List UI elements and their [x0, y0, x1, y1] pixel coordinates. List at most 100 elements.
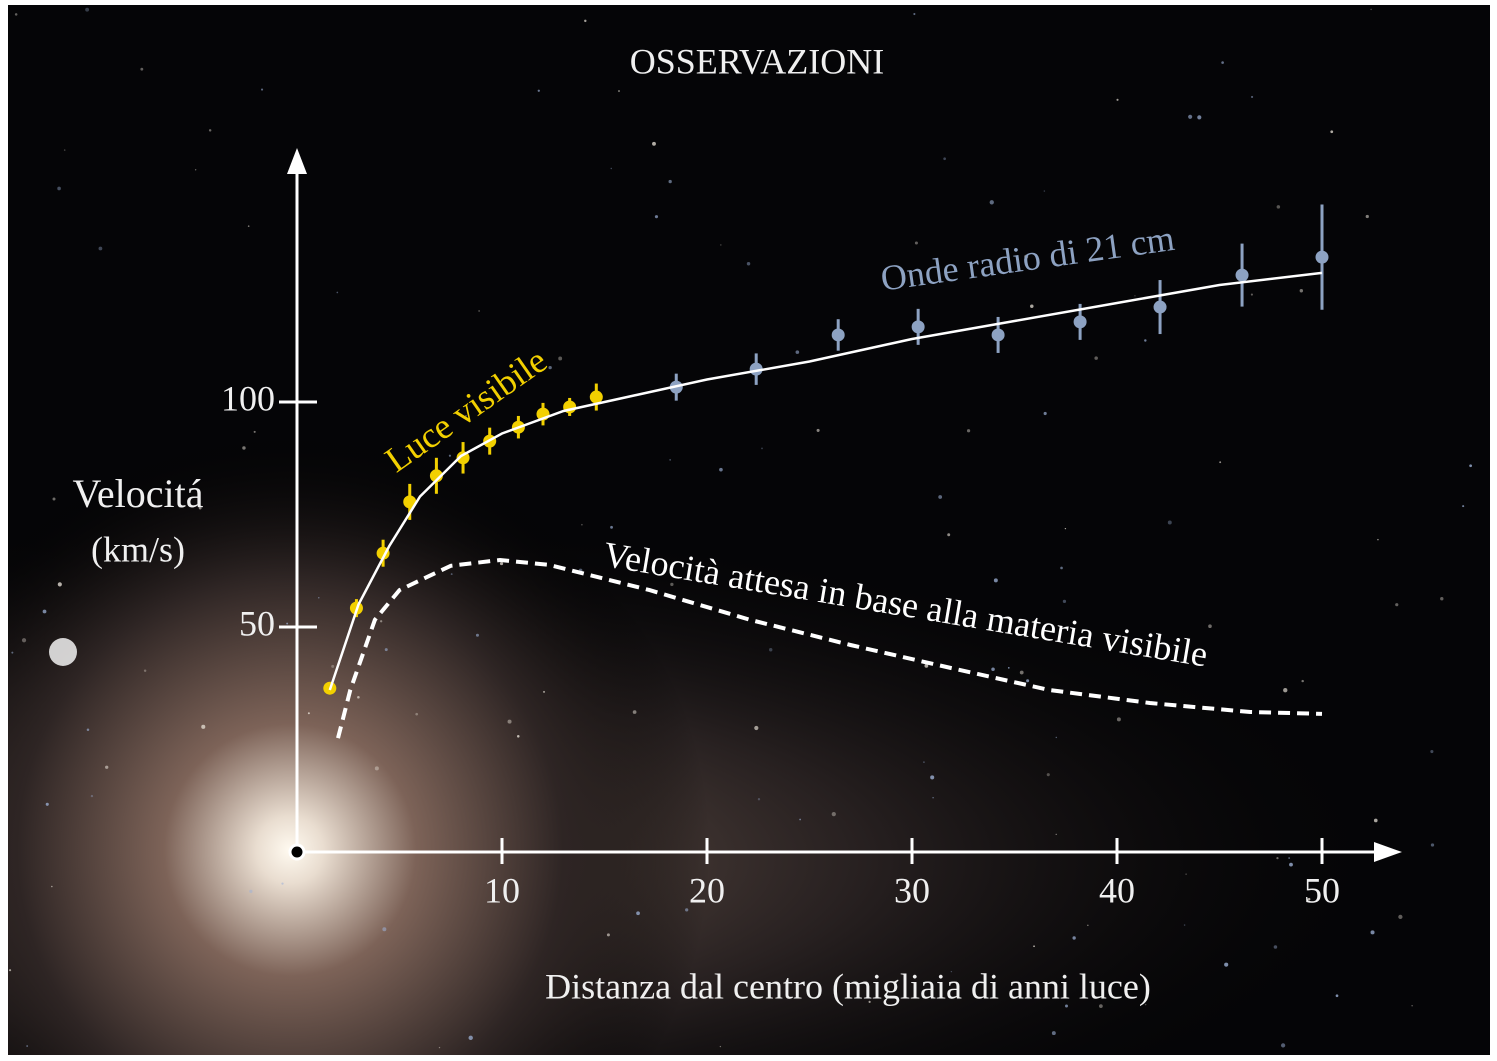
star — [817, 429, 820, 432]
star — [769, 648, 772, 651]
data-point — [912, 320, 925, 333]
star — [558, 357, 562, 361]
star — [581, 524, 583, 526]
star — [1033, 945, 1035, 947]
star — [261, 89, 263, 91]
star — [254, 431, 256, 433]
star — [1072, 936, 1075, 939]
star — [286, 623, 288, 625]
star — [655, 215, 658, 218]
star — [1063, 600, 1066, 603]
star — [1274, 945, 1278, 949]
star — [1044, 412, 1047, 415]
x-tick-label: 40 — [1099, 870, 1135, 910]
star — [201, 725, 205, 729]
star — [923, 761, 925, 763]
star — [720, 1046, 721, 1047]
star — [87, 729, 90, 732]
star — [1020, 671, 1024, 675]
star — [669, 180, 672, 183]
star — [469, 1036, 473, 1040]
y-axis-label: Velocitá — [72, 471, 203, 516]
star — [947, 533, 950, 536]
star — [720, 244, 721, 245]
star — [543, 691, 545, 693]
data-point — [992, 328, 1005, 341]
star — [517, 735, 520, 738]
star — [1374, 819, 1378, 823]
star — [607, 933, 610, 936]
star — [1288, 857, 1290, 859]
star — [1116, 99, 1118, 101]
star — [500, 562, 503, 565]
star — [46, 803, 49, 806]
star — [1300, 289, 1303, 292]
star — [633, 710, 637, 714]
star — [1370, 9, 1372, 11]
star — [449, 455, 451, 457]
star — [1134, 295, 1135, 296]
star — [1281, 1043, 1285, 1047]
star — [99, 247, 103, 251]
star — [796, 350, 800, 354]
star — [610, 526, 613, 529]
star — [943, 157, 946, 160]
star — [1224, 963, 1228, 967]
star — [15, 13, 18, 16]
star — [1251, 96, 1253, 98]
star — [1336, 994, 1339, 997]
star — [249, 890, 252, 893]
star — [758, 798, 760, 800]
star — [242, 446, 245, 449]
y-axis-unit: (km/s) — [91, 529, 185, 569]
star — [1094, 356, 1098, 360]
star — [380, 620, 382, 622]
star — [990, 200, 994, 204]
star — [209, 129, 211, 131]
star — [685, 908, 688, 911]
star — [1276, 857, 1278, 859]
star — [1184, 924, 1186, 926]
star — [913, 13, 915, 15]
data-point — [1316, 251, 1329, 264]
star — [1395, 603, 1398, 606]
star — [994, 578, 998, 582]
star — [1056, 834, 1057, 835]
star — [382, 927, 386, 931]
star — [1301, 680, 1303, 682]
star — [938, 495, 942, 499]
chart: OSSERVAZIONI Velocitá (km/s) Distanza da… — [0, 0, 1497, 1061]
y-tick-label: 100 — [221, 378, 275, 418]
star — [281, 882, 283, 884]
x-tick-label: 30 — [894, 870, 930, 910]
star — [636, 911, 640, 915]
star — [476, 634, 479, 637]
star — [1008, 667, 1010, 669]
star — [1283, 688, 1287, 692]
star — [415, 713, 418, 716]
chart-title: OSSERVAZIONI — [630, 41, 884, 81]
star — [308, 712, 310, 714]
star — [1117, 717, 1121, 721]
star — [1144, 339, 1146, 341]
star — [11, 652, 13, 654]
star — [584, 20, 586, 22]
star — [991, 668, 995, 672]
x-axis-label: Distanza dal centro (migliaia di anni lu… — [545, 966, 1151, 1006]
star — [719, 468, 723, 472]
star — [451, 573, 453, 575]
star — [1469, 464, 1472, 467]
star — [538, 90, 540, 92]
star — [1277, 205, 1281, 209]
star — [1052, 1031, 1056, 1035]
x-tick-label: 50 — [1304, 870, 1340, 910]
data-point — [832, 328, 845, 341]
star — [618, 90, 620, 92]
data-point — [1154, 301, 1167, 314]
star — [508, 720, 512, 724]
star — [1056, 737, 1057, 738]
star — [1366, 215, 1369, 218]
star — [9, 969, 11, 971]
star — [1330, 130, 1333, 133]
star — [1462, 505, 1464, 507]
